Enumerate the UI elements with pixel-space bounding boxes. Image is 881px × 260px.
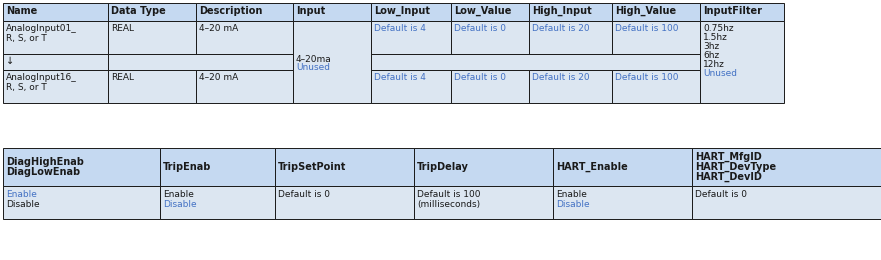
Bar	[692, 148, 881, 186]
Text: Default is 20: Default is 20	[532, 24, 589, 33]
Text: High_Input: High_Input	[532, 6, 592, 16]
Bar	[451, 3, 529, 21]
Bar	[293, 21, 371, 103]
Text: Default is 4: Default is 4	[374, 73, 426, 82]
Text: DiagLowEnab: DiagLowEnab	[6, 167, 80, 177]
Text: Unused: Unused	[703, 69, 737, 78]
Text: 1.5hz: 1.5hz	[703, 33, 728, 42]
Bar	[275, 186, 414, 219]
Text: Default is 0: Default is 0	[278, 190, 330, 199]
Bar	[700, 3, 784, 21]
Bar	[108, 3, 196, 21]
Bar	[553, 186, 692, 219]
Bar	[108, 70, 196, 103]
Bar	[529, 70, 612, 103]
Bar	[612, 21, 700, 54]
Text: 4–20 mA: 4–20 mA	[199, 73, 238, 82]
Text: REAL: REAL	[111, 24, 134, 33]
Bar	[3, 148, 160, 186]
Text: (milliseconds): (milliseconds)	[417, 200, 480, 209]
Bar	[529, 21, 612, 54]
Text: Name: Name	[6, 6, 37, 16]
Text: 4–20 mA: 4–20 mA	[199, 24, 238, 33]
Bar	[3, 54, 108, 70]
Bar	[3, 70, 108, 103]
Bar	[529, 3, 612, 21]
Bar	[371, 54, 700, 70]
Text: AnalogInput01_: AnalogInput01_	[6, 24, 77, 33]
Bar	[293, 3, 371, 21]
Bar	[108, 54, 293, 70]
Text: Default is 20: Default is 20	[532, 73, 589, 82]
Bar	[612, 3, 700, 21]
Bar	[371, 21, 451, 54]
Text: AnalogInput16_: AnalogInput16_	[6, 73, 77, 82]
Text: HART_MfgID: HART_MfgID	[695, 152, 762, 162]
Text: Default is 100: Default is 100	[615, 24, 678, 33]
Text: 0.75hz: 0.75hz	[703, 24, 734, 33]
Text: Data Type: Data Type	[111, 6, 166, 16]
Bar	[612, 70, 700, 103]
Text: Disable: Disable	[163, 200, 196, 209]
Bar	[3, 21, 108, 54]
Bar	[371, 3, 451, 21]
Text: HART_DevType: HART_DevType	[695, 162, 776, 172]
Text: HART_Enable: HART_Enable	[556, 162, 628, 172]
Text: DiagHighEnab: DiagHighEnab	[6, 157, 84, 167]
Text: TripDelay: TripDelay	[417, 162, 469, 172]
Text: TripSetPoint: TripSetPoint	[278, 162, 346, 172]
Bar	[414, 186, 553, 219]
Text: 6hz: 6hz	[703, 51, 719, 60]
Text: Default is 0: Default is 0	[454, 73, 506, 82]
Text: Enable: Enable	[556, 190, 587, 199]
Text: TripEnab: TripEnab	[163, 162, 211, 172]
Text: Description: Description	[199, 6, 263, 16]
Bar	[196, 70, 293, 103]
Text: HART_DevID: HART_DevID	[695, 172, 762, 182]
Bar	[700, 21, 784, 103]
Text: R, S, or T: R, S, or T	[6, 83, 47, 92]
Text: Default is 100: Default is 100	[417, 190, 480, 199]
Bar	[160, 186, 275, 219]
Text: Input: Input	[296, 6, 325, 16]
Text: InputFilter: InputFilter	[703, 6, 762, 16]
Text: Unused: Unused	[296, 63, 330, 72]
Bar	[3, 3, 108, 21]
Bar	[196, 21, 293, 54]
Text: High_Value: High_Value	[615, 6, 676, 16]
Bar	[371, 70, 451, 103]
Text: Default is 100: Default is 100	[615, 73, 678, 82]
Text: Default is 4: Default is 4	[374, 24, 426, 33]
Bar	[160, 148, 275, 186]
Bar	[196, 3, 293, 21]
Text: Enable: Enable	[163, 190, 194, 199]
Text: Low_Input: Low_Input	[374, 6, 430, 16]
Text: Enable: Enable	[6, 190, 37, 199]
Bar	[692, 186, 881, 219]
Bar	[108, 21, 196, 54]
Bar	[414, 148, 553, 186]
Text: Low_Value: Low_Value	[454, 6, 511, 16]
Text: 3hz: 3hz	[703, 42, 719, 51]
Bar	[275, 148, 414, 186]
Text: Default is 0: Default is 0	[454, 24, 506, 33]
Text: Default is 0: Default is 0	[695, 190, 747, 199]
Bar	[451, 21, 529, 54]
Text: Disable: Disable	[556, 200, 589, 209]
Bar	[451, 70, 529, 103]
Text: REAL: REAL	[111, 73, 134, 82]
Text: 4–20ma: 4–20ma	[296, 55, 332, 64]
Text: ↓: ↓	[6, 56, 14, 66]
Text: 12hz: 12hz	[703, 60, 725, 69]
Text: R, S, or T: R, S, or T	[6, 34, 47, 43]
Bar	[3, 186, 160, 219]
Text: Disable: Disable	[6, 200, 40, 209]
Bar	[553, 148, 692, 186]
